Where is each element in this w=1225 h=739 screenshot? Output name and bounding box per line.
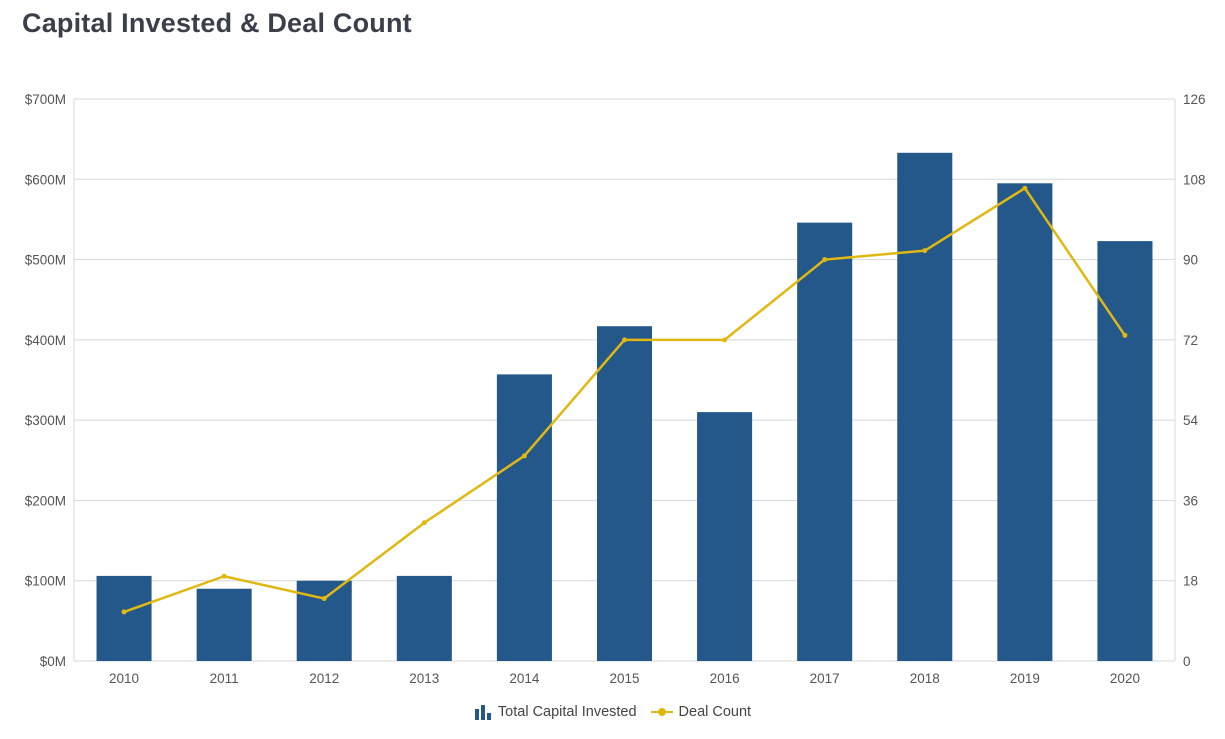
bar-capital-invested	[396, 575, 452, 661]
y-left-tick-label: $300M	[25, 413, 66, 428]
y-right-tick-label: 108	[1183, 172, 1206, 187]
x-tick-label: 2014	[509, 671, 540, 686]
bar-capital-invested	[797, 222, 853, 661]
bar-capital-invested	[1097, 241, 1153, 661]
point-deal-count	[622, 337, 627, 343]
bar-capital-invested	[96, 575, 152, 661]
point-deal-count	[1122, 332, 1128, 338]
point-deal-count	[1022, 185, 1028, 191]
combo-chart: $0M 0 $100M 18 $200M 36 $300M 54 $400M 72 $500M 90 $…	[25, 92, 1206, 686]
point-deal-count	[321, 596, 327, 602]
bar-capital-invested	[596, 326, 653, 661]
y-left-tick-label: $600M	[25, 172, 66, 187]
x-tick-label: 2020	[1110, 671, 1140, 686]
chart-title: Capital Invested & Deal Count	[22, 8, 412, 38]
x-tick-label: 2013	[409, 671, 439, 686]
y-left-tick-label: $100M	[25, 574, 66, 589]
point-deal-count	[121, 609, 127, 615]
bar-capital-invested	[296, 580, 352, 661]
bar-capital-invested	[196, 588, 252, 661]
y-right-tick-label: 54	[1183, 413, 1199, 428]
x-tick-label: 2018	[910, 671, 940, 686]
y-right-tick-label: 126	[1183, 92, 1206, 107]
legend-item-capital[interactable]: Total Capital Invested	[474, 704, 637, 720]
point-deal-count	[722, 337, 728, 343]
x-tick-label: 2019	[1010, 671, 1040, 686]
line-marker-icon	[650, 708, 673, 716]
bar-capital-invested	[496, 374, 552, 661]
y-left-tick-label: $500M	[25, 253, 66, 268]
y-left-tick-label: $200M	[25, 493, 66, 508]
bar-capital-invested	[897, 152, 953, 661]
point-deal-count	[922, 248, 928, 254]
point-deal-count	[822, 257, 828, 263]
bar-capital-invested	[697, 412, 753, 661]
y-left-tick-label: $400M	[25, 333, 66, 348]
x-tick-label: 2011	[210, 671, 239, 686]
point-deal-count	[221, 573, 227, 579]
x-tick-label: 2017	[810, 671, 840, 686]
bar-chart-icon	[474, 705, 491, 720]
y-right-tick-label: 18	[1183, 574, 1198, 589]
y-right-tick-label: 72	[1183, 333, 1198, 348]
legend-item-deal-count[interactable]: Deal Count	[650, 704, 752, 720]
y-right-tick-label: 36	[1183, 493, 1198, 508]
y-right-tick-label: 90	[1183, 253, 1198, 268]
legend-label-capital: Total Capital Invested	[497, 704, 637, 720]
y-right-tick-label: 0	[1183, 654, 1191, 669]
x-tick-label: 2016	[710, 671, 740, 686]
legend-label-deal-count: Deal Count	[678, 704, 752, 720]
x-tick-label: 2012	[309, 671, 339, 686]
y-left-tick-label: $700M	[25, 92, 66, 107]
chart-legend: Total Capital Invested Deal Count	[0, 704, 1225, 720]
point-deal-count	[421, 520, 427, 526]
bar-capital-invested	[997, 183, 1053, 662]
point-deal-count	[521, 453, 527, 459]
y-left-tick-label: $0M	[40, 654, 66, 669]
x-tick-label: 2010	[109, 671, 139, 686]
x-tick-label: 2015	[609, 671, 639, 686]
